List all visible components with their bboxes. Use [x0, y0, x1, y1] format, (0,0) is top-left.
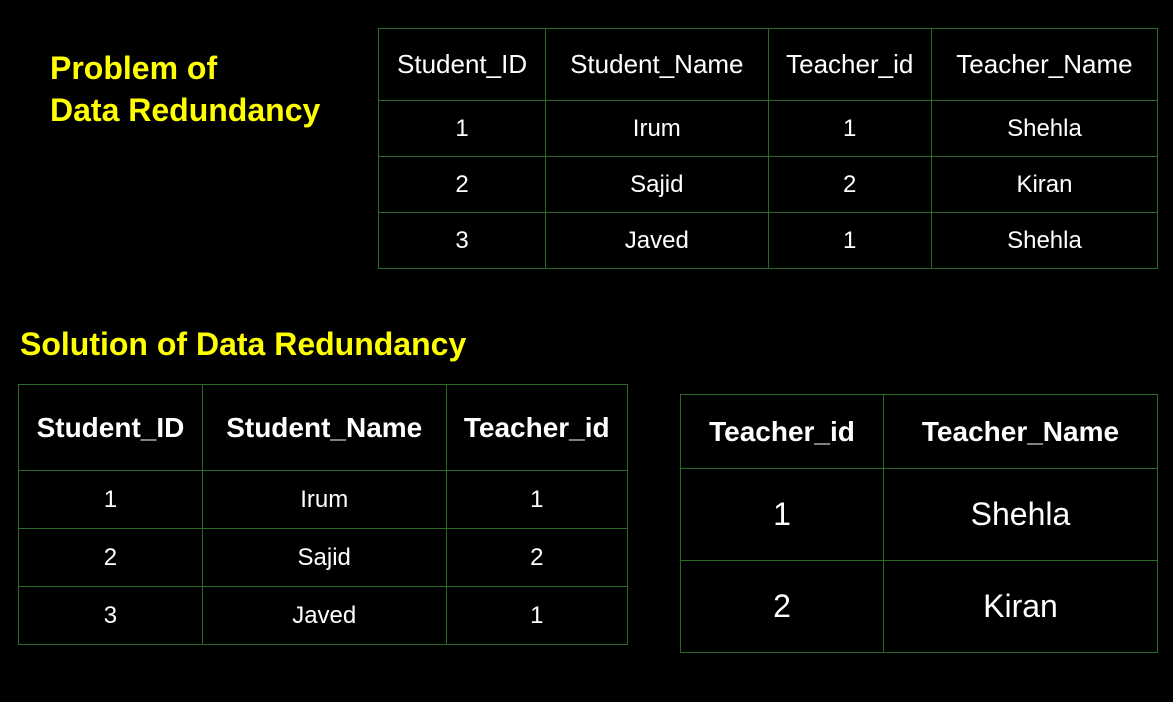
cell: Shehla [883, 469, 1157, 561]
cell: 3 [19, 587, 203, 645]
cell: 1 [768, 213, 931, 269]
table-header-row: Student_ID Student_Name Teacher_id Teach… [379, 29, 1158, 101]
col-header: Teacher_id [768, 29, 931, 101]
table-row: 2 Sajid 2 [19, 529, 628, 587]
col-header: Teacher_Name [883, 395, 1157, 469]
table-row: 2 Sajid 2 Kiran [379, 157, 1158, 213]
cell: 2 [768, 157, 931, 213]
solution-teacher-table: Teacher_id Teacher_Name 1 Shehla 2 Kiran [680, 394, 1158, 653]
cell: Kiran [883, 561, 1157, 653]
cell: 2 [446, 529, 627, 587]
table-header-row: Student_ID Student_Name Teacher_id [19, 385, 628, 471]
solution-student-table: Student_ID Student_Name Teacher_id 1 Iru… [18, 384, 628, 645]
cell: 1 [446, 471, 627, 529]
col-header: Student_Name [546, 29, 768, 101]
heading-problem-line1: Problem of [50, 50, 217, 86]
cell: 1 [446, 587, 627, 645]
problem-table: Student_ID Student_Name Teacher_id Teach… [378, 28, 1158, 269]
col-header: Teacher_id [681, 395, 884, 469]
table-row: 1 Irum 1 [19, 471, 628, 529]
table-row: 2 Kiran [681, 561, 1158, 653]
cell: 3 [379, 213, 546, 269]
heading-problem: Problem of Data Redundancy [50, 48, 320, 131]
cell: Sajid [202, 529, 446, 587]
col-header: Teacher_Name [931, 29, 1157, 101]
col-header: Student_ID [379, 29, 546, 101]
cell: 2 [379, 157, 546, 213]
cell: 1 [768, 101, 931, 157]
cell: Javed [546, 213, 768, 269]
cell: 1 [379, 101, 546, 157]
cell: Shehla [931, 213, 1157, 269]
cell: 2 [681, 561, 884, 653]
heading-solution: Solution of Data Redundancy [20, 324, 466, 366]
cell: Irum [202, 471, 446, 529]
col-header: Student_Name [202, 385, 446, 471]
cell: Sajid [546, 157, 768, 213]
cell: 1 [19, 471, 203, 529]
cell: Kiran [931, 157, 1157, 213]
cell: Irum [546, 101, 768, 157]
col-header: Teacher_id [446, 385, 627, 471]
table-row: 3 Javed 1 Shehla [379, 213, 1158, 269]
heading-problem-line2: Data Redundancy [50, 92, 320, 128]
table-header-row: Teacher_id Teacher_Name [681, 395, 1158, 469]
cell: Shehla [931, 101, 1157, 157]
cell: 2 [19, 529, 203, 587]
cell: Javed [202, 587, 446, 645]
table-row: 3 Javed 1 [19, 587, 628, 645]
col-header: Student_ID [19, 385, 203, 471]
cell: 1 [681, 469, 884, 561]
table-row: 1 Shehla [681, 469, 1158, 561]
table-row: 1 Irum 1 Shehla [379, 101, 1158, 157]
